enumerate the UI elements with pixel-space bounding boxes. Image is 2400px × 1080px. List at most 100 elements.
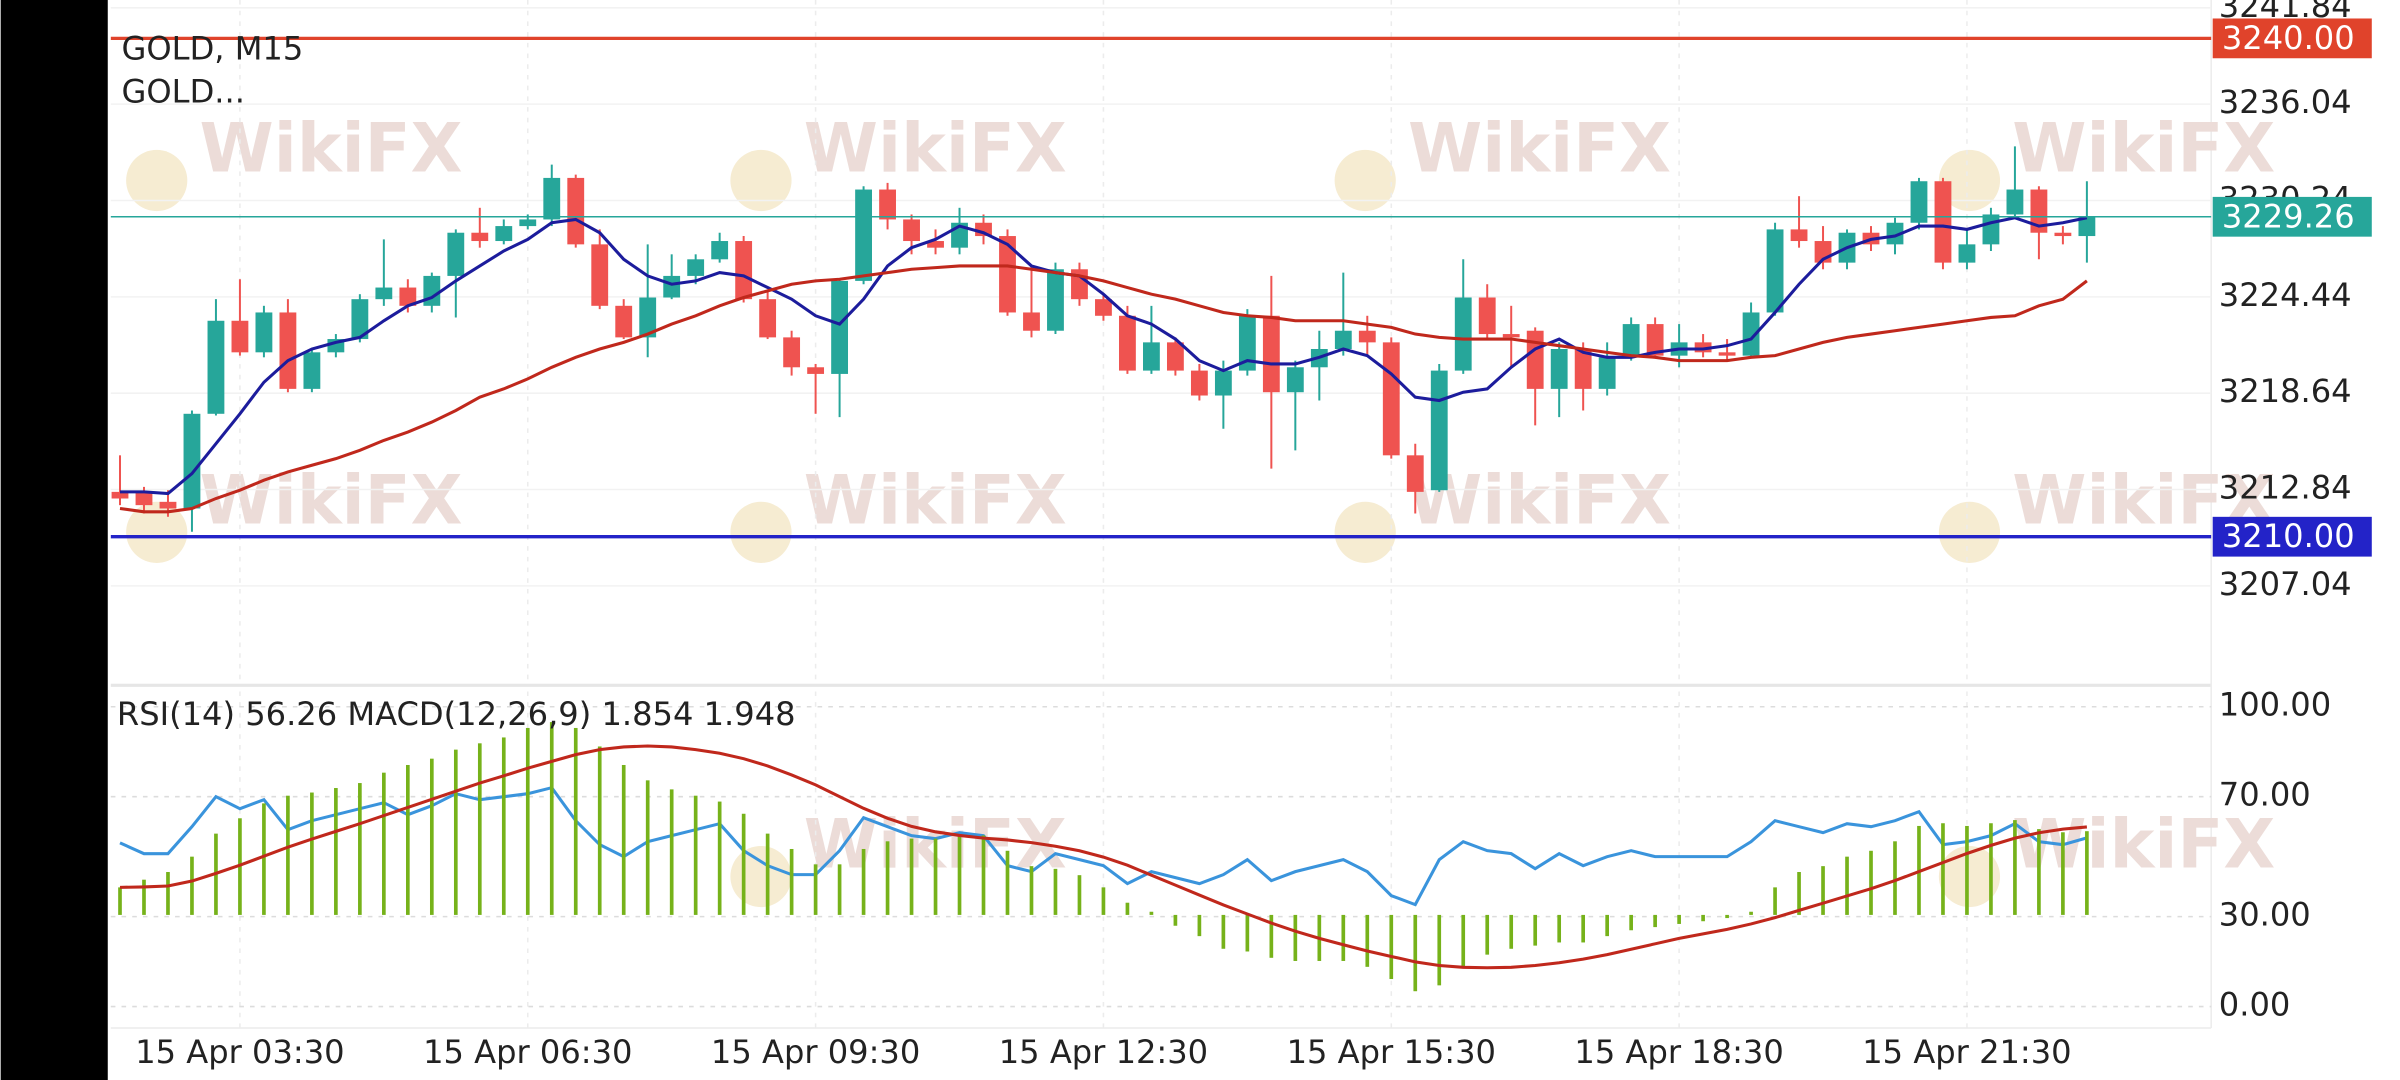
watermark: WikiFX: [200, 110, 463, 188]
macd-bar: [525, 727, 530, 915]
indicator-line: [119, 785, 2088, 907]
candle-body: [1790, 229, 1808, 242]
y-tick-label: 3212.84: [2219, 469, 2352, 507]
macd-bar: [334, 788, 338, 915]
candle-body: [1694, 342, 1712, 353]
macd-bar: [1533, 914, 1538, 946]
x-tick-label: 15 Apr 06:30: [423, 1033, 632, 1071]
macd-bar: [1461, 914, 1466, 967]
x-tick-label: 15 Apr 12:30: [999, 1033, 1208, 1071]
macd-bar: [1941, 823, 1945, 915]
macd-bar: [765, 833, 770, 915]
moving-average: [119, 264, 2088, 514]
candle-body: [1238, 315, 1256, 371]
macd-bar: [1989, 823, 1993, 915]
price-level-tag: [2212, 18, 2372, 59]
macd-bar: [909, 838, 914, 915]
candle-body: [183, 413, 201, 509]
x-tick-label: 15 Apr 03:30: [135, 1033, 344, 1071]
candle-body: [687, 259, 705, 276]
candle-body: [1646, 324, 1664, 356]
candle-body: [831, 280, 849, 374]
candle-body: [1502, 334, 1520, 338]
macd-bar: [1965, 825, 1969, 915]
candle-body: [1910, 181, 1928, 223]
macd-bar: [262, 803, 266, 915]
candle-body: [1454, 297, 1472, 371]
current-price-label: 3229.26: [2222, 197, 2355, 235]
macd-bar: [118, 887, 122, 915]
moving-average: [120, 216, 2088, 496]
rsi-name: RSI(14): [117, 695, 235, 733]
macd-bar: [1677, 914, 1681, 924]
macd-bar: [1797, 872, 1801, 915]
indicator-panel: [118, 722, 2089, 992]
macd-bar: [597, 746, 602, 915]
macd-bar: [2037, 829, 2041, 915]
macd-bar: [813, 864, 818, 915]
candle-body: [735, 241, 753, 300]
watermark: WikiFX: [804, 110, 1067, 188]
candle-body: [1742, 312, 1760, 356]
candle-body: [999, 236, 1016, 313]
current-price-tag: [2212, 196, 2372, 237]
macd-bar: [1437, 914, 1442, 986]
macd-bar: [861, 848, 866, 915]
candle-body: [879, 189, 896, 220]
watermark: WikiFX: [2012, 110, 2275, 188]
candle-body: [1166, 342, 1184, 371]
candle-body: [1214, 370, 1232, 396]
watermark: WikiFX: [804, 461, 1067, 539]
indicator-header: RSI(14) 56.26 MACD(12,26,9) 1.854 1.948: [117, 695, 796, 733]
symbol-subtitle: GOLD...: [122, 72, 245, 110]
candle-body: [1430, 370, 1448, 491]
candle-body: [1478, 297, 1496, 335]
macd-name: MACD(12,26,9): [347, 695, 591, 733]
watermark: WikiFX: [1408, 110, 1671, 188]
watermark-logo: [730, 149, 792, 212]
watermark-logo: [730, 845, 792, 908]
macd-bar: [1653, 914, 1657, 928]
macd-bar: [1389, 914, 1394, 980]
macd-bar: [549, 722, 554, 915]
macd-bar: [429, 758, 434, 915]
candle-body: [2006, 189, 2024, 215]
candle-body: [1023, 312, 1040, 331]
macd-bar: [190, 856, 194, 915]
macd-bar: [933, 838, 938, 915]
macd-bar: [1101, 887, 1106, 915]
candle-body: [399, 287, 417, 306]
macd-bar: [1605, 914, 1609, 937]
indicator-tick-label: 70.00: [2219, 776, 2311, 814]
candle-body: [1598, 357, 1616, 389]
macd-bar: [1413, 914, 1418, 992]
x-tick-label: 15 Apr 18:30: [1574, 1033, 1783, 1071]
macd-value: 1.854: [601, 695, 693, 733]
candle-body: [1958, 244, 1976, 263]
macd-bar: [1701, 914, 1705, 922]
macd-bar: [1893, 841, 1897, 915]
candle-body: [1262, 315, 1280, 393]
macd-bar: [1197, 914, 1202, 937]
candle-body: [1334, 330, 1352, 350]
macd-bar: [2061, 832, 2065, 915]
indicator-tick-label: 30.00: [2219, 896, 2311, 934]
macd-bar: [501, 737, 506, 915]
macd-bar: [142, 879, 146, 915]
price-level-tag: [2212, 516, 2372, 557]
watermark-logo: [126, 149, 188, 212]
candle-body: [615, 305, 633, 338]
candle-body: [1358, 330, 1376, 343]
macd-bar: [477, 743, 482, 915]
macd-bar: [1173, 914, 1178, 926]
candle-body: [1766, 229, 1784, 313]
macd-bar: [1245, 914, 1250, 952]
candle-body: [903, 219, 920, 242]
candle-body: [1095, 299, 1112, 316]
candle-body: [639, 297, 657, 338]
y-tick-label: 3218.64: [2219, 372, 2352, 410]
indicator-tick-label: 100.00: [2219, 686, 2331, 724]
macd-bar: [1053, 868, 1058, 915]
macd-bar: [310, 792, 314, 915]
